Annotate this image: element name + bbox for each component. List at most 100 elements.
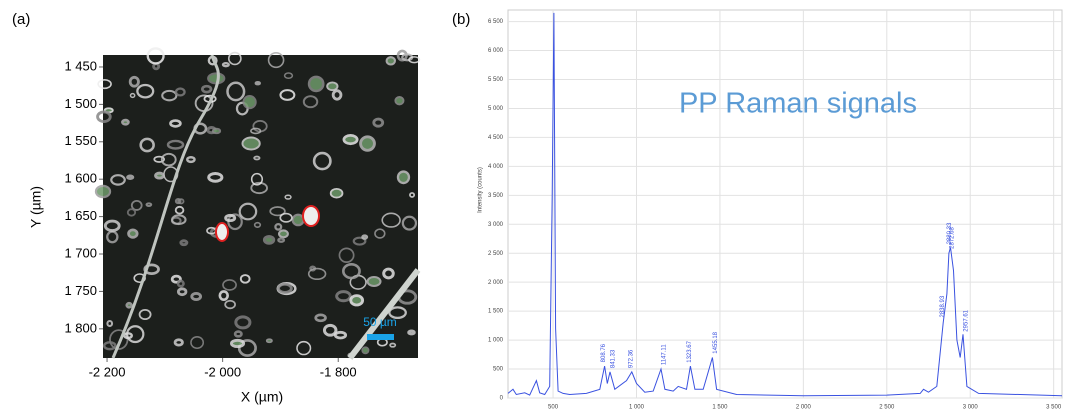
highlight <box>215 222 229 242</box>
particle <box>126 174 135 180</box>
particle <box>352 236 367 246</box>
peak-label: 2838.93 <box>940 295 946 317</box>
particle <box>139 137 155 153</box>
particle <box>153 155 165 163</box>
y-tick-label: 2 500 <box>488 251 504 257</box>
scale-bar-label: 50 µm <box>363 315 397 329</box>
particle <box>224 213 237 223</box>
particle <box>242 95 257 110</box>
particle <box>154 171 165 180</box>
particle <box>307 75 325 93</box>
particle <box>338 247 355 263</box>
particle <box>161 89 178 102</box>
x-tick-label: 1 000 <box>629 405 645 411</box>
particle <box>250 181 268 195</box>
y-tick-label: 1 800 <box>64 320 97 335</box>
particle <box>274 222 283 231</box>
particle <box>408 56 421 64</box>
y-axis-label: Y (µm) <box>28 186 44 228</box>
particle <box>234 315 252 330</box>
particle <box>277 237 286 243</box>
particle <box>190 336 205 349</box>
particle <box>307 267 327 281</box>
micrograph <box>94 47 421 360</box>
y-tick-label: 6 500 <box>488 19 504 25</box>
chart-title: PP Raman signals <box>679 88 917 120</box>
x-axis-label: X (µm) <box>241 389 283 405</box>
scale-bar <box>367 334 394 340</box>
y-tick-label: 5 000 <box>488 106 504 112</box>
spectrum-line <box>507 12 1063 397</box>
peak-label: 2957.61 <box>964 309 970 331</box>
peak-label: 972.36 <box>628 349 634 368</box>
x-tick-label: 3 500 <box>1046 405 1062 411</box>
particle <box>130 199 143 211</box>
panel-label: (b) <box>452 11 470 28</box>
particle <box>129 92 136 99</box>
particle <box>170 274 182 284</box>
particle <box>253 155 261 161</box>
y-tick-label: 1 750 <box>64 283 97 298</box>
particle <box>382 267 395 280</box>
panel-label: (a) <box>12 11 30 28</box>
particle <box>103 219 121 232</box>
particle <box>138 308 152 321</box>
particle <box>221 62 230 68</box>
particle <box>190 292 203 301</box>
particle <box>145 202 153 207</box>
particle <box>177 198 185 205</box>
particle <box>296 340 312 356</box>
particle <box>126 208 137 217</box>
particle <box>279 89 296 101</box>
highlight <box>302 205 320 227</box>
particle <box>409 192 416 198</box>
x-tick-label: 2 500 <box>879 405 895 411</box>
particle <box>222 279 237 291</box>
particle <box>227 51 242 66</box>
particle <box>96 110 112 123</box>
particle <box>201 84 213 94</box>
particle <box>329 187 344 199</box>
particle <box>277 282 293 294</box>
particle <box>174 87 186 97</box>
particle <box>385 56 396 66</box>
particle <box>224 299 236 310</box>
particle <box>302 95 319 109</box>
y-tick-label: 1 550 <box>64 133 97 148</box>
particle <box>388 306 407 320</box>
particle <box>173 338 184 347</box>
particle <box>226 81 246 102</box>
particle <box>262 235 276 245</box>
particle <box>284 194 292 200</box>
fiber <box>347 268 421 360</box>
particle <box>102 341 117 351</box>
y-tick-label: 0 <box>500 396 504 402</box>
particle <box>125 301 133 309</box>
particle <box>396 170 411 185</box>
particle <box>279 212 293 223</box>
particle <box>97 78 112 90</box>
image-bg <box>103 55 418 358</box>
y-tick-label: 1 500 <box>64 96 97 111</box>
particle <box>291 213 305 227</box>
particle <box>407 329 416 336</box>
particle <box>312 151 332 171</box>
particle <box>283 72 294 80</box>
particle <box>109 329 129 350</box>
particle <box>253 221 262 228</box>
particle <box>218 290 229 302</box>
particle <box>241 136 261 151</box>
particle <box>366 275 382 287</box>
particle <box>127 228 139 239</box>
y-axis-label: Intensity (counts) <box>478 167 484 213</box>
fiber <box>111 54 220 359</box>
particle <box>239 274 251 284</box>
y-tick-label: 1 450 <box>64 58 97 73</box>
particle <box>389 342 397 348</box>
particle <box>128 75 140 88</box>
y-tick-label: 4 000 <box>488 164 504 170</box>
particle <box>106 319 114 328</box>
y-tick-label: 1 700 <box>64 245 97 260</box>
particle <box>269 206 286 217</box>
